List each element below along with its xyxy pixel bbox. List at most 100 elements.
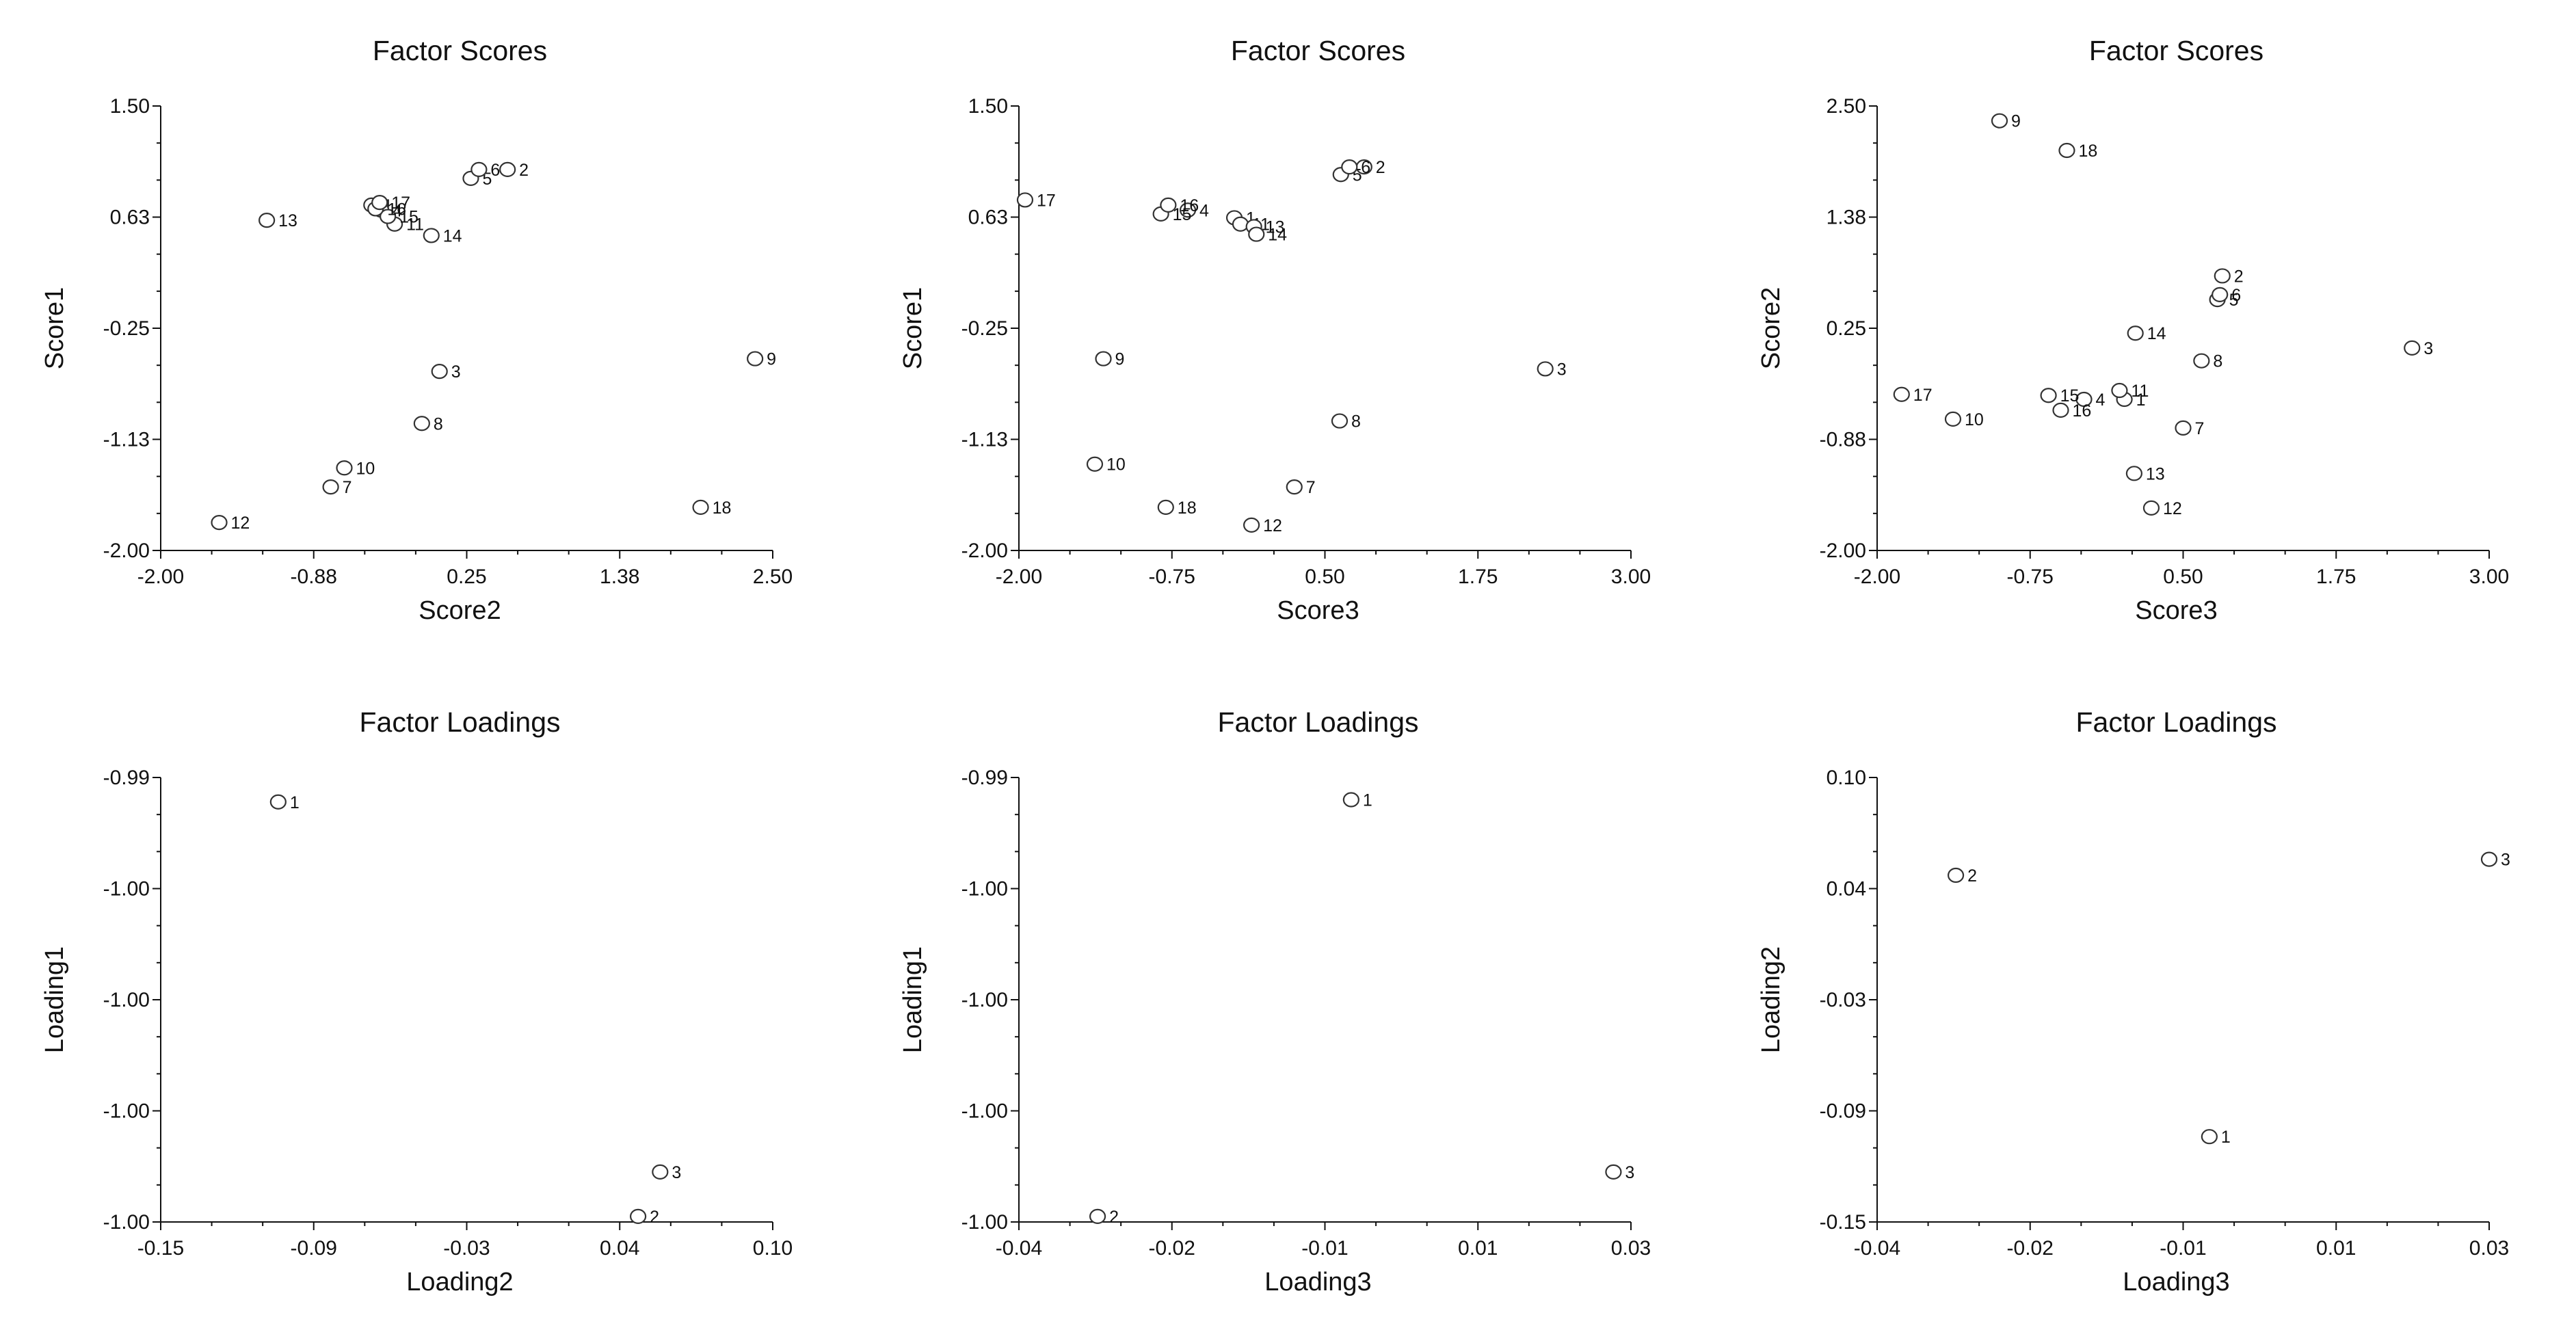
- y-tick-label: -2.00: [103, 540, 150, 562]
- scatter-point: [2404, 340, 2421, 356]
- point-label: 8: [1351, 412, 1361, 431]
- chart-title: Factor Loadings: [359, 706, 560, 738]
- scatter-point: [1160, 197, 1177, 213]
- chart-panel-6: Factor Loadings 0.10 0.04 -0.03 -0.09 -0.15 -0…: [1716, 672, 2575, 1343]
- point-label: 3: [1557, 360, 1567, 379]
- y-tick-label: 0.10: [1827, 767, 1866, 789]
- y-tick-label: -0.88: [1820, 429, 1866, 451]
- point-label: 12: [2163, 499, 2182, 518]
- scatter-point: [1286, 479, 1303, 495]
- chart-title: Factor Loadings: [2075, 706, 2276, 738]
- scatter-point: [1342, 792, 1359, 808]
- x-tick-label: 3.00: [2469, 566, 2509, 588]
- point-label: 9: [2011, 112, 2021, 131]
- point-label: 1: [2136, 390, 2146, 410]
- x-tick-label: 3.00: [1611, 566, 1651, 588]
- scatter-point: [2058, 142, 2075, 159]
- scatter-point: [1095, 351, 1112, 367]
- y-tick-label: -0.25: [961, 317, 1008, 340]
- x-tick-label: 1.75: [1458, 566, 1498, 588]
- y-tick-label: -0.09: [1820, 1100, 1866, 1123]
- chart-panel-1: Factor Scores 1.50 0.63 -0.25 -1.13 -2.00 -2.0…: [0, 0, 858, 672]
- point-label: 2: [1109, 1208, 1119, 1227]
- scatter-point: [629, 1208, 647, 1224]
- scatter-point: [2075, 391, 2093, 408]
- point-label: 12: [1263, 516, 1282, 535]
- x-tick-label: 0.25: [447, 566, 486, 588]
- point-label: 16: [2073, 401, 2092, 421]
- x-tick-label: 0.50: [2163, 566, 2203, 588]
- scatter-point: [1243, 517, 1260, 533]
- y-tick-label: -1.13: [961, 429, 1008, 451]
- point-label: 1: [1363, 791, 1372, 810]
- point-label: 17: [1037, 191, 1056, 210]
- point-label: 6: [1361, 158, 1370, 177]
- point-label: 7: [1306, 478, 1316, 497]
- scatter-point: [2040, 388, 2057, 403]
- scatter-point: [2480, 851, 2498, 867]
- scatter-point: [371, 195, 388, 211]
- y-axis-label: Score1: [899, 287, 927, 369]
- point-label: 18: [1178, 498, 1197, 518]
- scatter-point: [413, 416, 430, 431]
- y-tick-label: 2.50: [1827, 95, 1866, 118]
- point-label: 1: [2221, 1128, 2231, 1147]
- point-label: 3: [2424, 339, 2433, 358]
- point-label: 10: [1965, 410, 1984, 429]
- y-tick-label: -1.00: [961, 1211, 1008, 1234]
- chart-panel-4: Factor Loadings -0.99 -1.00 -1.00 -1.00 -1.00…: [0, 672, 858, 1343]
- x-tick-label: -0.75: [1149, 566, 1195, 588]
- scatter-point: [470, 161, 488, 177]
- x-tick-label: -2.00: [137, 566, 184, 588]
- point-label: 14: [443, 226, 462, 245]
- point-label: 6: [490, 161, 500, 180]
- point-label: 9: [767, 350, 776, 369]
- y-tick-label: -0.15: [1820, 1211, 1866, 1234]
- point-label: 17: [1913, 386, 1933, 405]
- point-label: 13: [1266, 217, 1285, 237]
- x-tick-label: -0.04: [996, 1237, 1042, 1260]
- point-label: 9: [1115, 350, 1125, 369]
- y-tick-label: -2.00: [961, 540, 1008, 562]
- x-tick-label: -0.01: [2160, 1237, 2206, 1260]
- scatter-point: [747, 351, 764, 367]
- x-tick-label: 0.01: [2316, 1237, 2356, 1260]
- scatter-point: [2111, 382, 2128, 399]
- x-tick-label: 0.03: [1611, 1237, 1651, 1260]
- scatter-point: [2212, 287, 2229, 302]
- x-axis-label: Score3: [1277, 596, 1359, 625]
- point-label: 2: [1967, 866, 1977, 886]
- y-tick-label: -0.03: [1820, 989, 1866, 1011]
- scatter-point: [336, 460, 353, 476]
- chart-panel-3: Factor Scores 2.50 1.38 0.25 -0.88 -2.00 -2.00…: [1716, 0, 2575, 672]
- scatter-point: [1944, 411, 1962, 427]
- point-label: 3: [451, 362, 461, 382]
- x-tick-label: 0.10: [753, 1237, 793, 1260]
- point-label: 18: [2078, 142, 2097, 161]
- point-label: 2: [650, 1208, 659, 1227]
- y-axis-label: Loading1: [899, 946, 927, 1053]
- y-tick-label: -1.00: [961, 1100, 1008, 1123]
- point-label: 10: [1106, 455, 1126, 475]
- point-label: 2: [519, 161, 529, 180]
- scatter-point: [269, 794, 287, 810]
- point-label: 1: [290, 793, 300, 812]
- point-label: 8: [2213, 352, 2222, 371]
- point-label: 14: [1268, 226, 1287, 245]
- scatter-point: [499, 161, 516, 177]
- point-label: 8: [434, 414, 443, 434]
- point-label: 2: [2234, 267, 2244, 286]
- point-label: 4: [2096, 390, 2106, 410]
- scatter-point: [1947, 867, 1965, 883]
- point-label: 3: [1625, 1163, 1634, 1182]
- point-label: 5: [2229, 291, 2239, 310]
- x-tick-label: 1.75: [2316, 566, 2356, 588]
- x-tick-label: 0.01: [1458, 1237, 1498, 1260]
- scatter-point: [1341, 159, 1358, 175]
- y-tick-label: 1.38: [1827, 207, 1866, 229]
- x-tick-label: -0.04: [1854, 1237, 1900, 1260]
- scatter-point: [2142, 500, 2160, 516]
- y-tick-label: -1.00: [103, 878, 150, 901]
- y-tick-label: -1.00: [103, 1211, 150, 1234]
- y-tick-label: -0.25: [103, 317, 150, 340]
